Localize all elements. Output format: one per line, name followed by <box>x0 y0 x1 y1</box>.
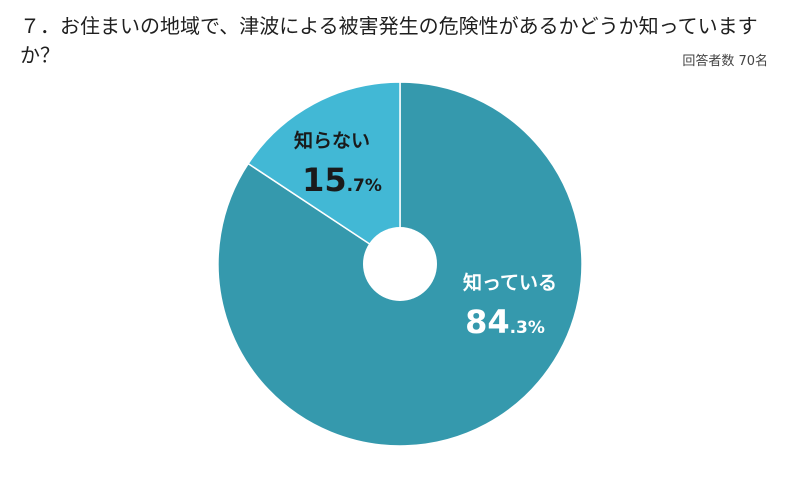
slice-value-known: 84.3% <box>465 303 545 341</box>
slice-label-known: 知っている <box>463 271 557 294</box>
donut-hole <box>363 227 437 301</box>
chart-title: ７．お住まいの地域で、津波による被害発生の危険性があるかどうか知っていますか？ <box>20 14 758 67</box>
slice-value-unknown-dec: .7% <box>347 176 382 196</box>
pie-slice-unknown <box>247 81 401 266</box>
slice-value-unknown: 15.7% <box>302 161 382 199</box>
slice-value-known-int: 84 <box>465 303 510 341</box>
slice-value-known-dec: .3% <box>510 318 545 338</box>
slice-label-unknown: 知らない <box>294 129 370 152</box>
respondent-count: 回答者数 70名 <box>682 54 768 69</box>
slice-value-unknown-int: 15 <box>302 161 347 199</box>
